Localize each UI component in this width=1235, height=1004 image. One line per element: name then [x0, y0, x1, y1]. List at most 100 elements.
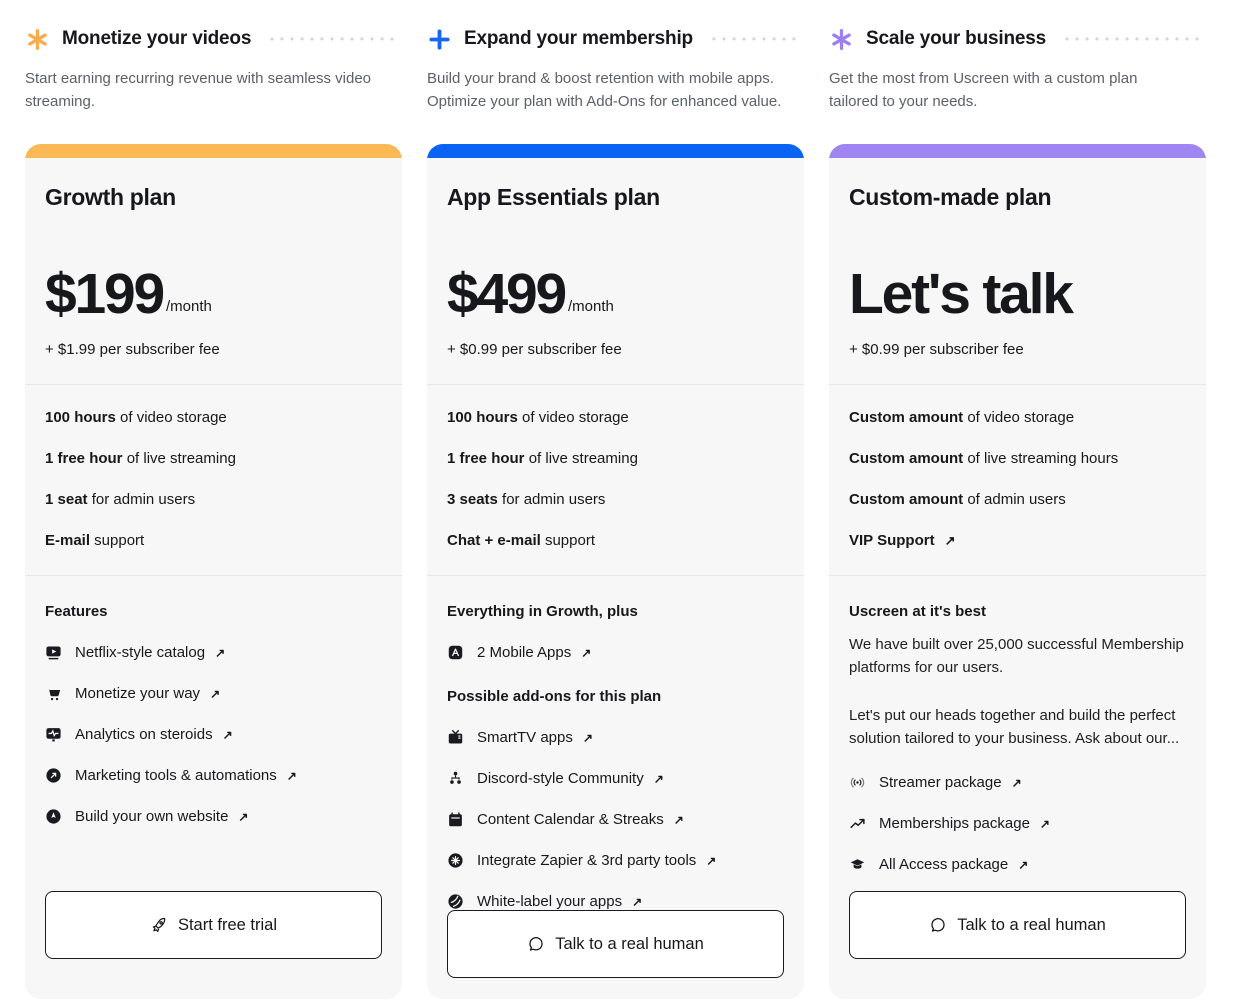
column-subtitle: Start earning recurring revenue with sea… [25, 70, 372, 111]
chat-bubble-icon [527, 935, 545, 953]
card-body: App Essentials plan $499 /month + $0.99 … [427, 158, 804, 999]
feature-marketing-tools[interactable]: Marketing tools & automations ↗ [45, 767, 382, 784]
plan-price: $199 [45, 262, 165, 326]
broadcast-icon [849, 774, 866, 791]
spec-storage: 100 hours of video storage [447, 409, 629, 427]
external-link-arrow-icon: ↗ [222, 727, 233, 742]
dotted-divider [708, 37, 800, 41]
plan-price: Let's talk [849, 262, 1074, 326]
addon-discord-community[interactable]: Discord-style Community ↗ [447, 770, 784, 787]
card-body: Custom-made plan Let's talk + $0.99 per … [829, 158, 1206, 999]
price-suffix: /month [568, 298, 614, 316]
column-subtitle: Get the most from Uscreen with a custom … [829, 70, 1138, 111]
community-icon [447, 770, 464, 787]
included-heading: Everything in Growth, plus [447, 603, 638, 621]
external-link-arrow-icon: ↗ [706, 853, 717, 868]
cart-icon [45, 685, 62, 702]
card-body: Growth plan $199 /month + $1.99 per subs… [25, 158, 402, 999]
rocket-icon [150, 916, 168, 934]
external-link-arrow-icon: ↗ [1011, 775, 1022, 790]
feature-analytics[interactable]: Analytics on steroids ↗ [45, 726, 382, 743]
divider [25, 384, 402, 386]
spec-live-streaming: Custom amount of live streaming hours [849, 450, 1119, 468]
analytics-icon [45, 726, 62, 743]
addon-label: Discord-style Community [477, 770, 644, 788]
package-all-access[interactable]: All Access package ↗ [849, 856, 1186, 873]
spec-support: Chat + e-mail support [447, 532, 595, 550]
card-accent-bar [829, 144, 1206, 158]
talk-to-human-button[interactable]: Talk to a real human [849, 891, 1186, 959]
price-row: $199 /month [45, 262, 382, 326]
package-label: Memberships package [879, 815, 1030, 833]
external-link-arrow-icon: ↗ [1039, 816, 1050, 831]
price-row: Let's talk [849, 262, 1186, 326]
column-expand: Expand your membership Build your brand … [427, 24, 804, 999]
subscriber-fee: + $0.99 per subscriber fee [447, 341, 622, 359]
feature-monetize-your-way[interactable]: Monetize your way ↗ [45, 685, 382, 702]
card-accent-bar [427, 144, 804, 158]
spec-support: E-mail support [45, 532, 145, 550]
divider [829, 575, 1206, 577]
feature-label: Monetize your way [75, 685, 201, 703]
dotted-divider [1061, 37, 1202, 41]
addon-smarttv-apps[interactable]: SmartTV apps ↗ [447, 729, 784, 746]
spec-admin-seats: Custom amount of admin users [849, 491, 1066, 509]
divider [427, 384, 804, 386]
external-link-arrow-icon: ↗ [673, 812, 684, 827]
chat-bubble-icon [929, 916, 947, 934]
price-row: $499 /month [447, 262, 784, 326]
feature-label: Netflix-style catalog [75, 644, 206, 662]
package-label: All Access package [879, 856, 1009, 874]
white-label-icon [447, 893, 464, 910]
addon-label: SmartTV apps [477, 729, 573, 747]
spec-admin-seats: 3 seats for admin users [447, 491, 606, 509]
column-title: Expand your membership [464, 28, 693, 49]
addon-label: Content Calendar & Streaks [477, 811, 664, 829]
external-link-arrow-icon: ↗ [944, 533, 956, 549]
addon-content-calendar[interactable]: Content Calendar & Streaks ↗ [447, 811, 784, 828]
divider [25, 575, 402, 577]
external-link-arrow-icon: ↗ [653, 771, 664, 786]
custom-plan-card: Custom-made plan Let's talk + $0.99 per … [829, 144, 1206, 999]
feature-label: Build your own website [75, 808, 229, 826]
spec-storage: 100 hours of video storage [45, 409, 227, 427]
included-mobile-apps[interactable]: 2 Mobile Apps ↗ [447, 644, 784, 661]
column-title: Monetize your videos [62, 28, 252, 49]
spec-vip-support[interactable]: VIP Support ↗ [849, 532, 956, 550]
column-monetize: Monetize your videos Start earning recur… [25, 24, 402, 999]
column-header: Scale your business [829, 24, 1206, 54]
cta-label: Talk to a real human [555, 934, 704, 953]
external-link-arrow-icon: ↗ [632, 894, 643, 909]
spec-admin-seats: 1 seat for admin users [45, 491, 196, 509]
plan-name: App Essentials plan [447, 184, 660, 210]
external-link-arrow-icon: ↗ [1018, 857, 1029, 872]
spec-live-streaming: 1 free hour of live streaming [447, 450, 638, 468]
marketing-icon [45, 767, 62, 784]
plan-name: Growth plan [45, 184, 176, 210]
asterisk-icon [25, 27, 49, 51]
package-label: Streamer package [879, 774, 1002, 792]
external-link-arrow-icon: ↗ [286, 768, 297, 783]
addon-label: Integrate Zapier & 3rd party tools [477, 852, 697, 870]
plan-price: $499 [447, 262, 567, 326]
feature-netflix-catalog[interactable]: Netflix-style catalog ↗ [45, 644, 382, 661]
price-suffix: /month [166, 298, 212, 316]
addons-heading: Possible add-ons for this plan [447, 688, 662, 706]
start-free-trial-button[interactable]: Start free trial [45, 891, 382, 959]
package-memberships[interactable]: Memberships package ↗ [849, 815, 1186, 832]
addon-label: White-label your apps [477, 893, 623, 911]
package-streamer[interactable]: Streamer package ↗ [849, 774, 1186, 791]
price-suffix [1072, 315, 1075, 321]
pitch-paragraph-1: We have built over 25,000 successful Mem… [849, 636, 1184, 677]
external-link-arrow-icon: ↗ [582, 730, 593, 745]
features-heading: Features [45, 603, 108, 621]
feature-build-website[interactable]: Build your own website ↗ [45, 808, 382, 825]
asterisk-icon [829, 27, 853, 51]
addon-zapier-integrations[interactable]: Integrate Zapier & 3rd party tools ↗ [447, 852, 784, 869]
addon-white-label[interactable]: White-label your apps ↗ [447, 893, 784, 910]
zapier-icon [447, 852, 464, 869]
cta-label: Talk to a real human [957, 915, 1106, 934]
tv-icon [447, 729, 464, 746]
memberships-icon [849, 815, 866, 832]
talk-to-human-button[interactable]: Talk to a real human [447, 910, 784, 979]
